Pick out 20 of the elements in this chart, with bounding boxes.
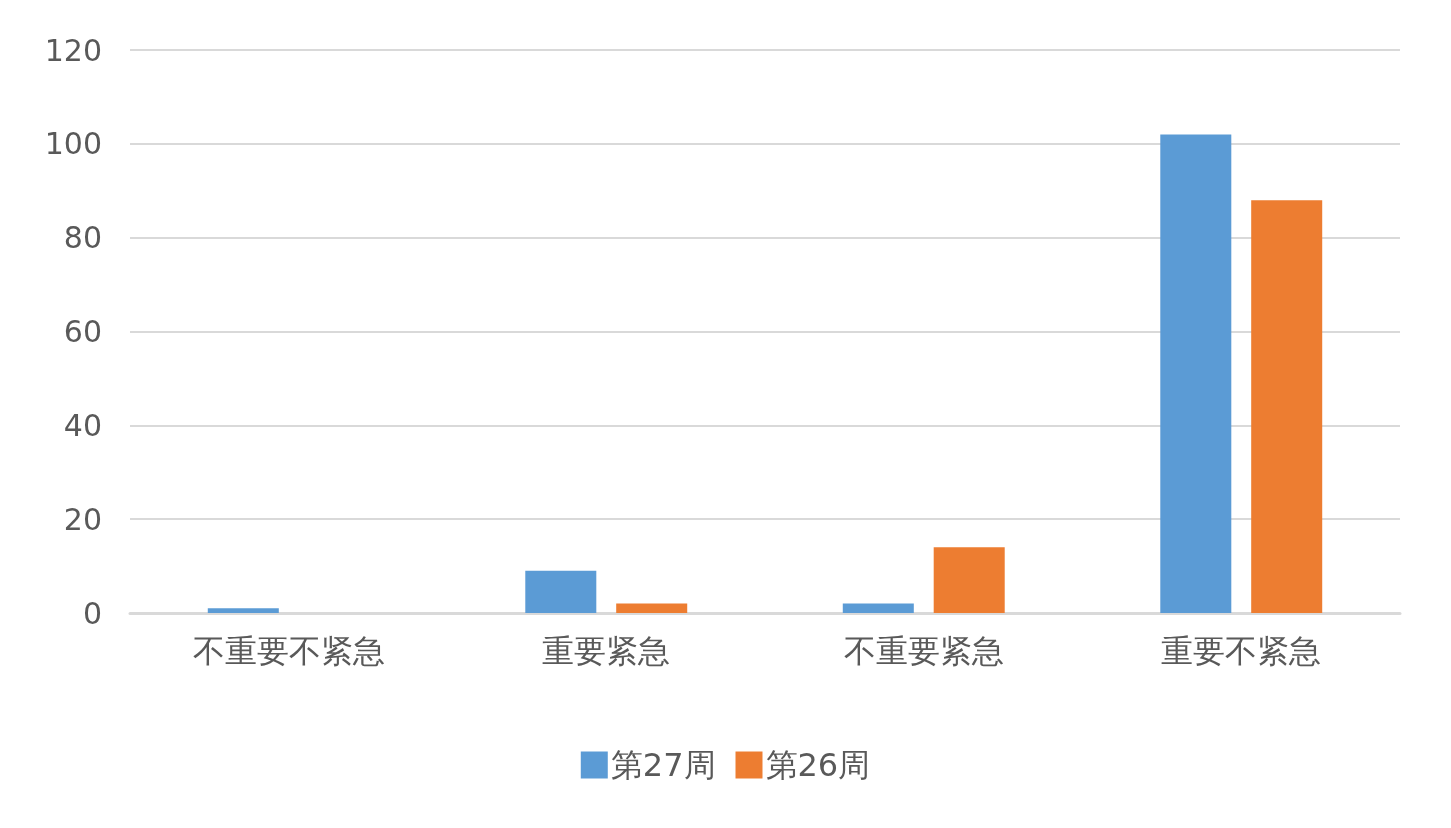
x-tick-label: 不重要紧急: [843, 632, 1004, 670]
bar: [842, 603, 914, 613]
legend-label: 第27周: [610, 746, 716, 784]
y-tick-label: 20: [63, 501, 102, 537]
y-tick-label: 60: [63, 314, 102, 349]
y-tick-label: 40: [63, 407, 102, 443]
x-tick-label: 不重要不紧急: [192, 632, 385, 670]
bar: [525, 570, 597, 613]
bar: [933, 547, 1005, 613]
y-tick-label: 100: [44, 126, 102, 162]
y-tick-label: 0: [82, 595, 102, 631]
x-tick-label: 重要不紧急: [1161, 632, 1322, 670]
bar: [1160, 134, 1232, 613]
y-tick-label: 120: [44, 32, 102, 68]
x-tick-label: 重要紧急: [542, 632, 671, 670]
y-tick-label: 80: [63, 220, 102, 256]
bar: [207, 608, 279, 613]
legend-label: 第26周: [765, 746, 871, 784]
bar: [1251, 200, 1323, 613]
bar: [616, 603, 688, 613]
